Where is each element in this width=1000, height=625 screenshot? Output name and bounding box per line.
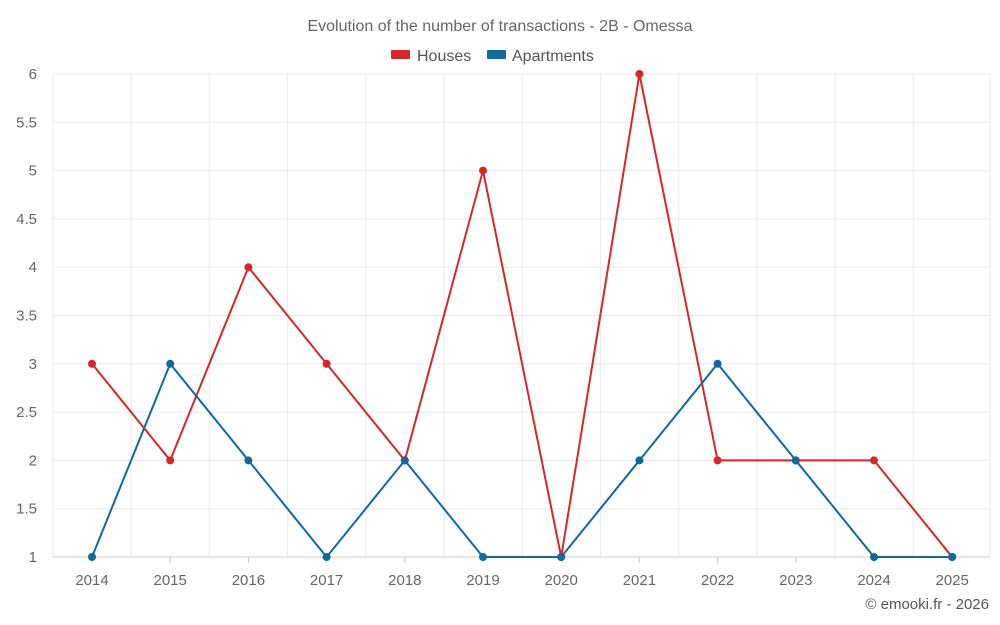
data-point-apartments [479, 553, 487, 561]
x-tick-label: 2019 [466, 572, 499, 589]
data-point-apartments [166, 359, 175, 368]
data-point-houses [166, 456, 175, 465]
y-tick-label: 3.5 [16, 308, 37, 325]
data-point-apartments [322, 553, 331, 561]
y-tick-label: 5 [29, 163, 37, 180]
y-tick-label: 1 [29, 549, 37, 566]
legend-label-houses: Houses [417, 48, 471, 65]
legend-swatch-apartments [487, 50, 506, 59]
y-tick-label: 6 [29, 66, 37, 83]
x-tick-label: 2018 [388, 572, 421, 589]
grid [52, 73, 991, 558]
chart-title: Evolution of the number of transactions … [307, 18, 692, 35]
legend: Houses Apartments [391, 48, 594, 65]
x-tick-label: 2014 [75, 572, 108, 589]
data-point-apartments [791, 456, 800, 465]
data-point-houses [244, 263, 253, 272]
y-tick-label: 4.5 [16, 211, 37, 228]
data-point-apartments [244, 456, 253, 465]
data-point-houses [322, 359, 331, 368]
x-tick-label: 2016 [232, 572, 265, 589]
series-line-houses [91, 73, 953, 558]
series-line-apartments [91, 362, 953, 558]
x-tick-label: 2022 [701, 572, 734, 589]
legend-item-apartments[interactable]: Apartments [487, 48, 594, 65]
data-point-apartments [635, 456, 644, 465]
y-tick-label: 1.5 [16, 501, 37, 518]
y-tick-label: 2.5 [16, 404, 37, 421]
data-point-apartments [948, 553, 957, 561]
data-point-houses [479, 166, 487, 175]
x-axis: 2014 2015 2016 2017 2018 2019 2020 2021 2022 2023… [53, 556, 990, 589]
data-point-houses [88, 359, 96, 368]
data-point-apartments [713, 359, 722, 368]
y-axis: 1 1.5 2 2.5 3 3.5 4 4.5 5 5.5 6 [16, 66, 37, 566]
x-tick-label: 2020 [545, 572, 578, 589]
legend-swatch-houses [391, 50, 410, 59]
x-tick-label: 2023 [779, 572, 812, 589]
data-point-apartments [870, 553, 878, 561]
credit-text: © emooki.fr - 2026 [865, 596, 989, 613]
y-tick-label: 5.5 [16, 114, 37, 131]
x-tick-label: 2015 [154, 572, 187, 589]
y-tick-label: 4 [29, 259, 37, 276]
series-layer [88, 70, 957, 561]
y-tick-label: 2 [29, 452, 37, 469]
legend-label-apartments: Apartments [512, 48, 594, 65]
x-tick-label: 2021 [623, 572, 656, 589]
x-tick-label: 2024 [857, 572, 890, 589]
legend-item-houses[interactable]: Houses [391, 48, 471, 65]
x-tick-label: 2025 [936, 572, 969, 589]
data-point-apartments [557, 553, 566, 561]
data-point-houses [713, 456, 722, 465]
data-point-apartments [400, 456, 409, 465]
data-point-houses [635, 70, 644, 78]
x-tick-label: 2017 [310, 572, 343, 589]
data-point-apartments [88, 553, 96, 561]
y-tick-label: 3 [29, 356, 37, 373]
data-point-houses [870, 456, 878, 465]
